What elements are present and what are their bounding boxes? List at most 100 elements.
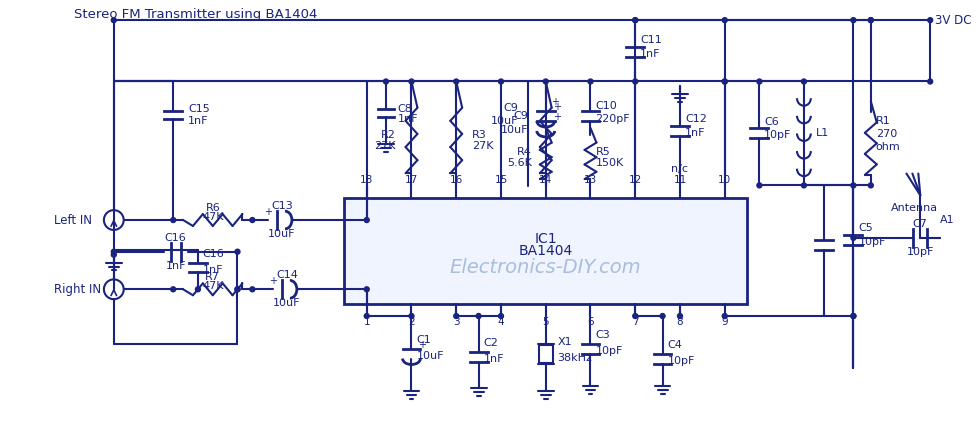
Text: +: + xyxy=(269,277,277,286)
Circle shape xyxy=(869,183,874,188)
Text: R4: R4 xyxy=(517,147,532,157)
Circle shape xyxy=(250,287,255,292)
Circle shape xyxy=(632,79,637,84)
Circle shape xyxy=(171,218,176,223)
Text: 27K: 27K xyxy=(374,141,395,151)
Text: ohm: ohm xyxy=(875,142,901,152)
Text: +: + xyxy=(264,207,272,217)
Circle shape xyxy=(384,79,388,84)
Text: 15: 15 xyxy=(495,175,508,186)
Circle shape xyxy=(499,79,504,84)
Text: C14: C14 xyxy=(276,270,298,281)
Circle shape xyxy=(111,18,116,23)
Text: 17: 17 xyxy=(405,175,418,186)
Circle shape xyxy=(851,314,856,318)
Circle shape xyxy=(660,314,665,318)
Text: 8: 8 xyxy=(676,317,683,327)
Text: 27K: 27K xyxy=(472,141,494,151)
Circle shape xyxy=(476,314,481,318)
Text: 150K: 150K xyxy=(595,158,624,168)
Text: 14: 14 xyxy=(539,175,552,186)
Circle shape xyxy=(869,18,874,23)
Text: 10pF: 10pF xyxy=(764,130,792,140)
Text: 9: 9 xyxy=(721,317,728,327)
Text: R5: R5 xyxy=(595,147,610,157)
Circle shape xyxy=(757,79,762,84)
Text: C7: C7 xyxy=(913,219,928,229)
Bar xyxy=(539,345,552,363)
Text: C1: C1 xyxy=(417,335,431,345)
Text: 1nF: 1nF xyxy=(165,260,185,271)
Text: C10: C10 xyxy=(595,101,617,111)
Text: C11: C11 xyxy=(640,35,662,45)
Circle shape xyxy=(544,79,549,84)
Text: 18: 18 xyxy=(360,175,374,186)
Text: 47K: 47K xyxy=(202,281,224,291)
Text: 6: 6 xyxy=(588,317,593,327)
Text: 1nF: 1nF xyxy=(188,116,209,126)
Circle shape xyxy=(851,235,856,240)
Text: 4: 4 xyxy=(498,317,505,327)
Circle shape xyxy=(632,18,637,23)
Text: C6: C6 xyxy=(764,116,779,127)
Text: 16: 16 xyxy=(450,175,463,186)
Text: +: + xyxy=(552,112,560,122)
Circle shape xyxy=(722,79,727,84)
Text: 1nF: 1nF xyxy=(398,114,419,124)
Text: IC1: IC1 xyxy=(535,232,557,246)
Circle shape xyxy=(171,287,176,292)
Text: R3: R3 xyxy=(472,130,487,140)
Text: L1: L1 xyxy=(816,128,829,138)
Text: 1nF: 1nF xyxy=(483,354,504,363)
Text: 1nF: 1nF xyxy=(685,128,706,138)
Circle shape xyxy=(499,314,504,318)
Text: Electronics-DIY.com: Electronics-DIY.com xyxy=(450,257,641,277)
Text: 10pF: 10pF xyxy=(907,247,934,257)
Circle shape xyxy=(632,18,637,23)
Text: 270: 270 xyxy=(875,129,897,139)
Circle shape xyxy=(454,314,459,318)
Circle shape xyxy=(409,79,414,84)
Circle shape xyxy=(722,314,727,318)
Circle shape xyxy=(364,218,369,223)
Circle shape xyxy=(928,79,933,84)
Text: R1: R1 xyxy=(875,116,890,126)
Circle shape xyxy=(364,314,369,318)
Text: R6: R6 xyxy=(205,203,221,213)
Text: C2: C2 xyxy=(483,338,499,348)
Text: C16: C16 xyxy=(203,249,224,259)
Text: +: + xyxy=(419,340,427,350)
Text: C15: C15 xyxy=(188,104,210,114)
Text: Stereo FM Transmitter using BA1404: Stereo FM Transmitter using BA1404 xyxy=(74,8,317,21)
Text: 5.6K: 5.6K xyxy=(507,158,532,168)
Text: 5: 5 xyxy=(543,317,549,327)
Text: n/c: n/c xyxy=(671,164,688,173)
Text: Left IN: Left IN xyxy=(55,214,93,227)
Text: 47K: 47K xyxy=(202,212,224,222)
Text: 10pF: 10pF xyxy=(858,237,885,247)
Text: 10uF: 10uF xyxy=(273,298,301,308)
Circle shape xyxy=(757,183,762,188)
Text: C13: C13 xyxy=(271,201,293,211)
Text: C8: C8 xyxy=(398,104,413,114)
Text: 10: 10 xyxy=(718,175,731,186)
Text: X1: X1 xyxy=(557,337,572,347)
Text: +: + xyxy=(552,102,560,112)
Circle shape xyxy=(409,314,414,318)
Circle shape xyxy=(722,18,727,23)
Circle shape xyxy=(722,79,727,84)
Circle shape xyxy=(454,79,459,84)
Text: 1nF: 1nF xyxy=(203,264,224,274)
Circle shape xyxy=(588,79,593,84)
Text: C5: C5 xyxy=(858,223,874,233)
Text: C12: C12 xyxy=(685,114,707,124)
Circle shape xyxy=(195,287,200,292)
Circle shape xyxy=(111,249,116,254)
Circle shape xyxy=(851,18,856,23)
Text: 10uF: 10uF xyxy=(501,125,528,135)
Text: 3: 3 xyxy=(453,317,460,327)
Text: +: + xyxy=(550,97,558,107)
Text: R7: R7 xyxy=(205,273,221,282)
Circle shape xyxy=(801,79,806,84)
Text: 2: 2 xyxy=(408,317,415,327)
